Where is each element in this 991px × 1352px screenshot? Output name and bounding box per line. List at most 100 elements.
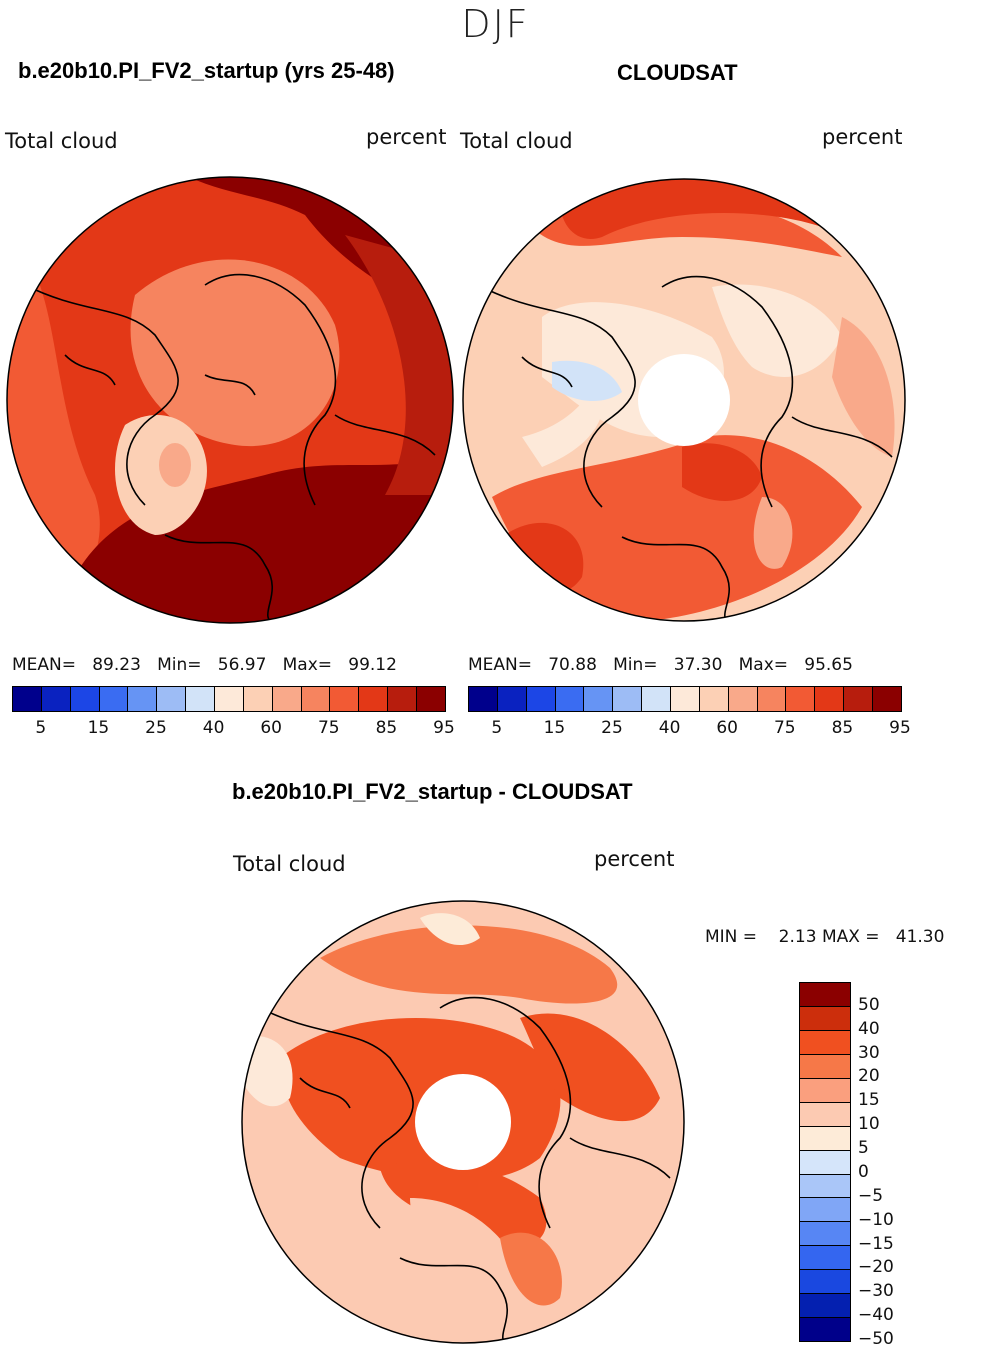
- cbar2-swatch: [584, 687, 614, 711]
- diff-region-light-north: [420, 913, 480, 946]
- cbar3-swatch: [800, 983, 850, 1007]
- colorbar-tick-label: 15: [543, 718, 566, 738]
- colorbar-tick-label: 30: [858, 1042, 880, 1063]
- cbar3-swatch: [800, 1006, 850, 1031]
- colorbar-tick-label: −10: [858, 1209, 894, 1230]
- panel-diff-min: 2.13: [778, 927, 817, 947]
- cbar2-swatch: [497, 687, 527, 711]
- colorbar-tick-label: 0: [858, 1161, 869, 1182]
- season-title: DJF: [461, 2, 530, 46]
- colorbar-tick-label: −40: [858, 1305, 894, 1326]
- colorbar-tick-label: 60: [716, 718, 738, 738]
- colorbar-tick-label: 75: [317, 718, 340, 738]
- obs-coastlines: [481, 275, 893, 621]
- obs-region-scandinavia: [753, 497, 793, 569]
- cbar2-swatch: [555, 687, 585, 711]
- cbar1-swatch: [99, 687, 129, 711]
- cbar3-swatch: [800, 1078, 850, 1103]
- cbar3-swatch: [800, 1246, 850, 1271]
- colorbar-tick-label: −5: [858, 1185, 884, 1206]
- panel-obs-mean: 70.88: [548, 655, 597, 675]
- cbar1-swatch: [186, 687, 216, 711]
- cbar2-swatch: [613, 687, 643, 711]
- obs-region-pacific: [559, 179, 822, 239]
- obs-region-canada: [522, 377, 605, 467]
- model-coastlines: [24, 273, 436, 623]
- cbar3-swatch: [800, 1270, 850, 1295]
- obs-missing-pole: [638, 354, 730, 446]
- panel-model-colorbar: [12, 686, 446, 712]
- colorbar-tick-label: 95: [433, 718, 455, 738]
- diff-region-east: [520, 1013, 660, 1122]
- colorbar-tick-label: 25: [145, 718, 167, 738]
- cbar3-swatch: [800, 1126, 850, 1151]
- cbar2-swatch: [844, 687, 874, 711]
- cbar3-swatch: [800, 1102, 850, 1127]
- cbar1-swatch: [388, 687, 418, 711]
- model-region-east: [345, 235, 453, 495]
- cbar1-swatch: [417, 687, 445, 711]
- colorbar-tick-label: 40: [858, 1018, 880, 1039]
- cbar1-swatch: [243, 687, 273, 711]
- cbar2-swatch: [728, 687, 758, 711]
- obs-region-archipelago-blue: [552, 360, 622, 402]
- panel-diff-stats: MIN = 2.13 MAX = 41.30: [705, 927, 945, 947]
- colorbar-tick-label: 40: [202, 718, 225, 738]
- cbar2-swatch: [526, 687, 556, 711]
- panel-diff-left-label: Total cloud: [233, 852, 346, 876]
- cbar3-swatch: [800, 1318, 850, 1342]
- colorbar-tick-label: 40: [658, 718, 681, 738]
- colorbar-tick-label: −15: [858, 1233, 894, 1254]
- panel-model-stats: MEAN= 89.23 Min= 56.97 Max= 99.12: [12, 655, 397, 675]
- cbar2-swatch: [815, 687, 845, 711]
- colorbar-tick-label: 60: [260, 718, 282, 738]
- cbar1-swatch: [41, 687, 71, 711]
- cbar2-swatch: [757, 687, 787, 711]
- colorbar-tick-label: −50: [858, 1329, 894, 1349]
- cbar1-swatch: [128, 687, 158, 711]
- cbar2-swatch: [786, 687, 816, 711]
- colorbar-tick-label: −30: [858, 1281, 894, 1302]
- cbar1-swatch: [70, 687, 100, 711]
- colorbar-tick-label: 5: [35, 718, 47, 738]
- colorbar-tick-label: 15: [87, 718, 110, 738]
- colorbar-tick-label: 85: [831, 718, 854, 738]
- colorbar-tick-label: 20: [858, 1066, 880, 1087]
- colorbar-tick-label: 95: [889, 718, 911, 738]
- model-region-arctic: [130, 259, 340, 447]
- cbar2-swatch: [642, 687, 672, 711]
- colorbar-tick-label: 25: [601, 718, 623, 738]
- cbar2-swatch: [873, 687, 901, 711]
- diff-region-north-band: [320, 925, 618, 1004]
- panel-diff-colorbar: [799, 982, 851, 1342]
- panel-model-units-label: percent: [366, 125, 447, 149]
- diff-missing-pole: [415, 1074, 511, 1170]
- panel-model-min: 56.97: [217, 655, 267, 675]
- cbar1-swatch: [330, 687, 360, 711]
- cbar3-swatch: [800, 1198, 850, 1223]
- cbar3-swatch: [800, 1222, 850, 1247]
- obs-region-norway-sea: [682, 443, 762, 501]
- cbar3-swatch: [800, 1294, 850, 1319]
- colorbar-tick-label: 5: [858, 1138, 869, 1159]
- panel-model-map: [6, 176, 454, 624]
- panel-obs-map: [462, 178, 906, 622]
- cbar1-swatch: [359, 687, 389, 711]
- colorbar-tick-label: 85: [375, 718, 398, 738]
- panel-obs-max: 95.65: [804, 655, 853, 675]
- cbar3-swatch: [800, 1054, 850, 1079]
- cbar3-swatch: [800, 1030, 850, 1055]
- diff-region-norway: [500, 1232, 562, 1306]
- diff-coastlines: [259, 996, 671, 1343]
- panel-model-title: b.e20b10.PI_FV2_startup (yrs 25-48): [18, 58, 395, 83]
- colorbar-tick-label: 10: [858, 1114, 880, 1135]
- diff-region-atlantic: [380, 1159, 547, 1246]
- panel-obs-colorbar: [468, 686, 902, 712]
- panel-obs-title: CLOUDSAT: [617, 60, 738, 85]
- colorbar-tick-label: 15: [858, 1090, 880, 1111]
- colorbar-tick-label: −20: [858, 1257, 894, 1278]
- cbar1-swatch: [301, 687, 331, 711]
- panel-model-mean: 89.23: [92, 655, 141, 675]
- panel-model-max: 99.12: [348, 655, 397, 675]
- obs-region-southwest: [502, 522, 584, 594]
